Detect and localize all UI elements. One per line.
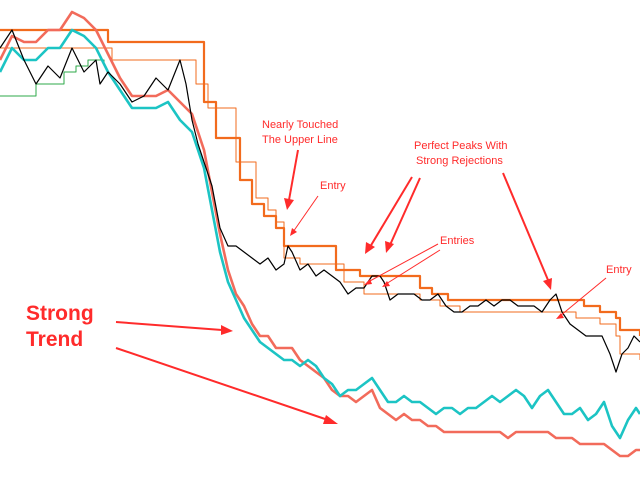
arrow-trend-1: [115, 321, 223, 331]
arrow-peak-2: [389, 177, 421, 246]
arrow-entries-2: [385, 249, 441, 285]
series-lower-band-cyan: [0, 28, 640, 440]
arrow-layer: [115, 149, 607, 424]
arrow-entry-3-head: [556, 313, 564, 319]
arrow-entry-3: [559, 277, 607, 317]
note-entry-1: Entry: [320, 180, 346, 192]
note-upper-line: The Upper Line: [262, 134, 338, 146]
arrow-entry-1: [292, 195, 319, 233]
note-perfect-peaks: Perfect Peaks With: [414, 140, 508, 152]
arrow-peak-1: [369, 176, 413, 248]
note-strong: Strong: [26, 302, 94, 325]
arrow-peak-1-head: [365, 242, 375, 254]
note-strong-rejections: Strong Rejections: [416, 155, 503, 167]
note-nearly-touched: Nearly Touched: [262, 119, 338, 131]
note-trend: Trend: [26, 328, 83, 351]
arrow-trend-2-head: [323, 415, 338, 424]
series-layer: [0, 10, 640, 458]
arrow-nearly-touched-head: [284, 198, 294, 210]
arrow-peak-2-head: [385, 241, 394, 253]
arrow-trend-1-head: [221, 325, 233, 335]
series-price: [0, 29, 640, 373]
annotations: Nearly Touched The Upper Line Entry Perf…: [26, 119, 632, 351]
note-entry-2: Entry: [606, 264, 632, 276]
arrow-trend-2: [115, 347, 329, 421]
arrow-entries-1: [367, 243, 439, 283]
arrow-peak-3-head: [543, 278, 552, 290]
series-lower-band-green: [0, 59, 105, 97]
arrow-entry-1-head: [290, 228, 297, 236]
series-upper-band-thick: [0, 28, 640, 336]
series-upper-band-thin: [0, 47, 640, 360]
series-lower-band-salmon: [0, 10, 640, 458]
arrow-peak-3: [502, 172, 549, 281]
arrow-entries-2-head: [382, 281, 390, 287]
arrow-nearly-touched: [288, 149, 299, 201]
note-entries: Entries: [440, 235, 475, 247]
arrow-entries-1-head: [364, 279, 372, 285]
